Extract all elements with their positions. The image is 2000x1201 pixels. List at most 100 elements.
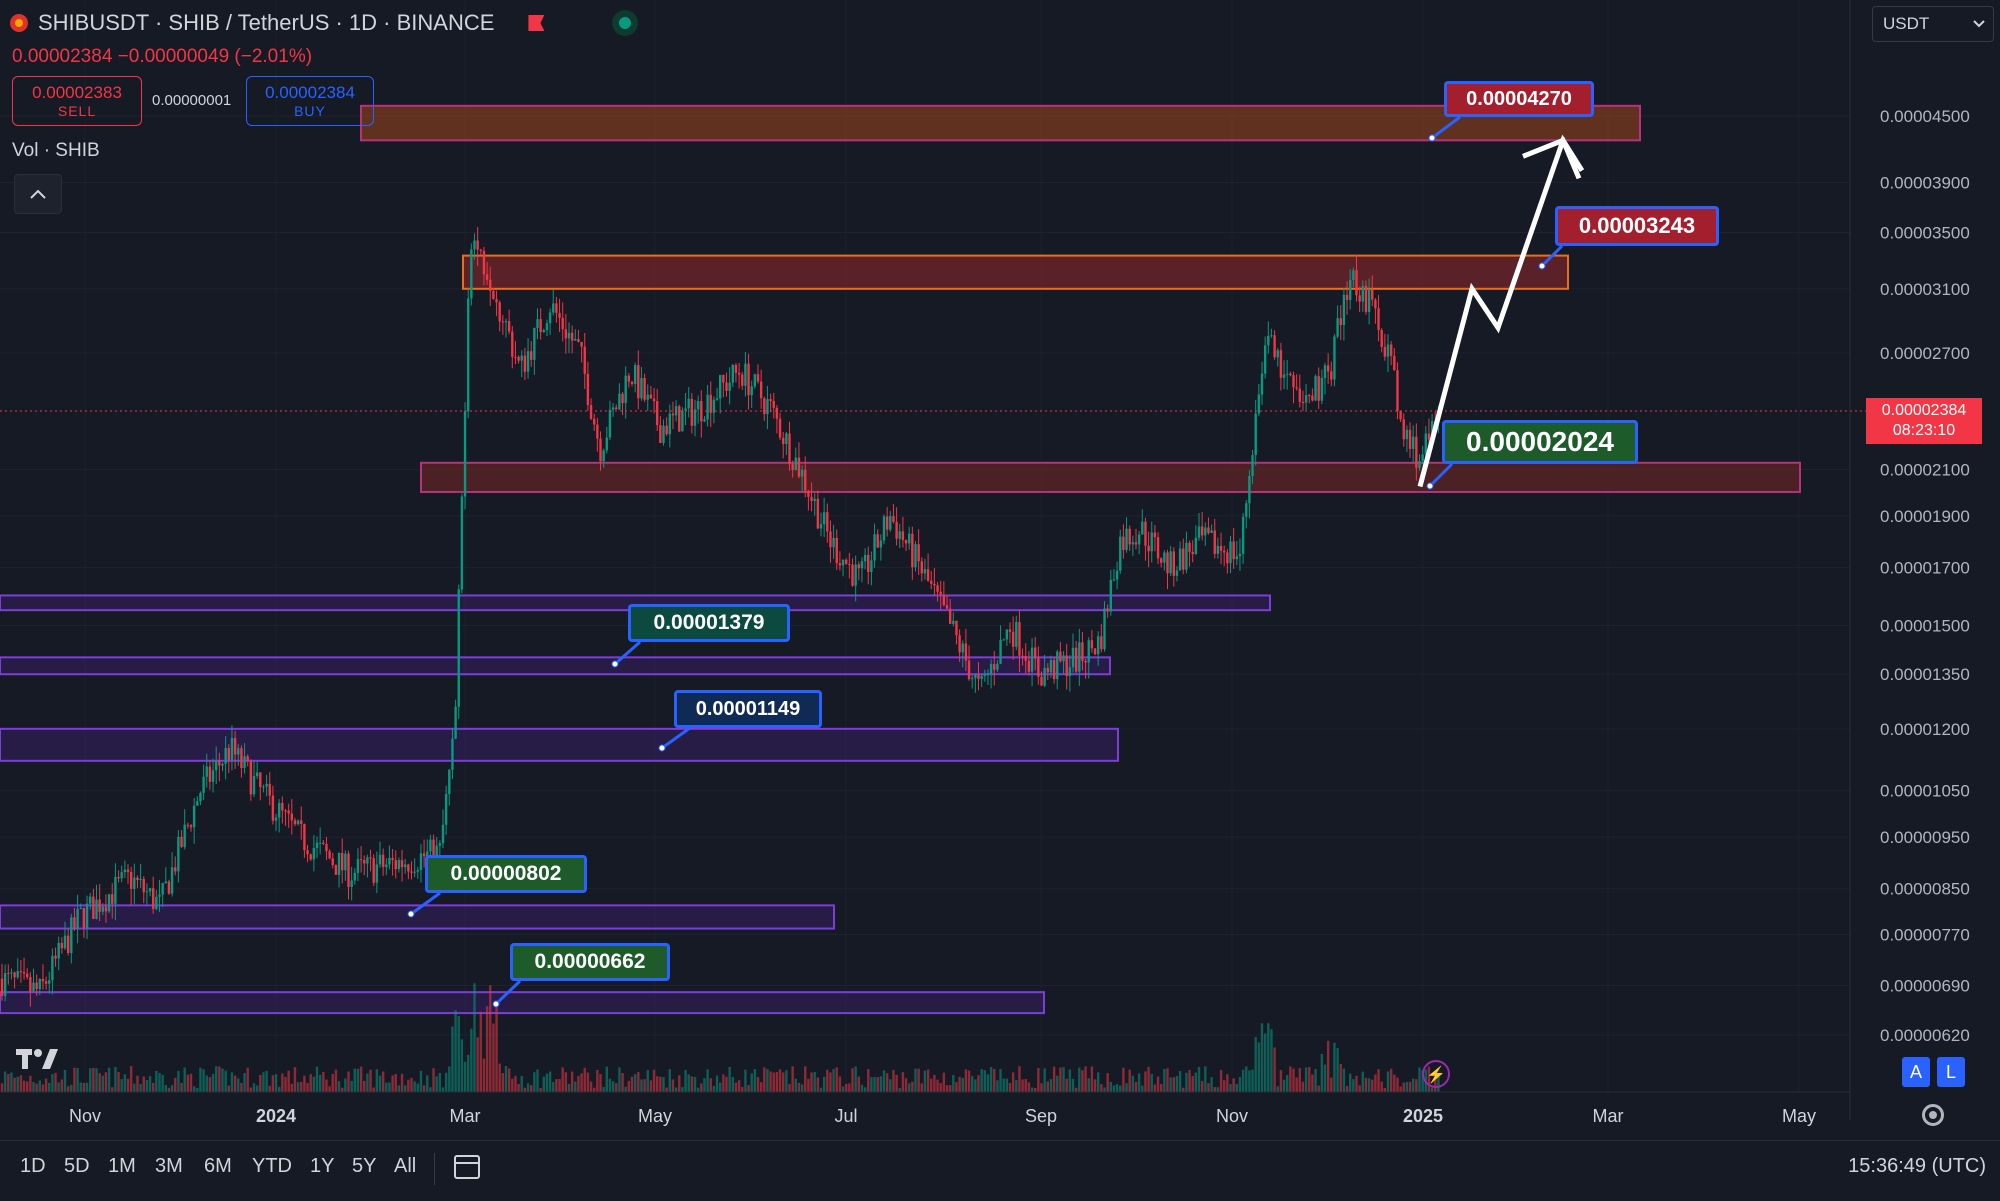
volume-bar — [536, 1069, 539, 1092]
candle-body — [860, 561, 864, 569]
tradingview-logo[interactable] — [16, 1046, 62, 1078]
lightning-icon[interactable]: ⚡ — [1422, 1060, 1450, 1088]
timeframe-1y[interactable]: 1Y — [310, 1155, 335, 1177]
volume-bar — [1336, 1048, 1339, 1092]
volume-bar — [192, 1086, 196, 1092]
timeframe-5y[interactable]: 5Y — [352, 1155, 377, 1177]
timeframe-6m[interactable]: 6M — [204, 1155, 232, 1177]
timeframe-1m[interactable]: 1M — [108, 1155, 136, 1177]
candle-body — [133, 877, 136, 889]
candle-body — [255, 772, 259, 777]
price-tick-label: 0.00003100 — [1880, 280, 1970, 299]
candle-body — [725, 382, 728, 391]
support-label-main[interactable]: 0.00002024 — [1442, 420, 1638, 464]
candle-body — [766, 399, 769, 415]
price-axis[interactable]: 0.00004500 0.00003900 0.00003500 0.00003100… — [1880, 107, 1970, 1045]
candle-body — [873, 534, 876, 561]
timeframe-all[interactable]: All — [394, 1155, 417, 1177]
volume-bar — [1355, 1075, 1358, 1092]
volume-bar — [60, 1079, 64, 1092]
time-tick-label: Nov — [69, 1106, 101, 1126]
candle-body — [1185, 542, 1188, 570]
support-label-1379[interactable]: 0.00001379 — [628, 604, 790, 642]
volume-bar — [1160, 1083, 1163, 1092]
support-label-802[interactable]: 0.00000802 — [425, 855, 587, 893]
volume-bar — [570, 1071, 574, 1092]
support-label-662[interactable]: 0.00000662 — [510, 943, 670, 981]
candle-body — [548, 312, 552, 324]
flag-icon[interactable] — [528, 15, 545, 31]
symbol-title[interactable]: SHIBUSDT · SHIB / TetherUS · 1D · BINANC… — [38, 10, 495, 35]
volume-bar — [1040, 1083, 1043, 1092]
volume-bar — [284, 1076, 287, 1092]
candle-body — [1399, 411, 1402, 420]
leader-line — [494, 979, 522, 1006]
candle-body — [1371, 289, 1374, 300]
candle-body — [876, 534, 879, 548]
timeframe-ytd[interactable]: YTD — [252, 1155, 292, 1177]
support-label-1149[interactable]: 0.00001149 — [674, 690, 822, 728]
volume-bar — [948, 1085, 952, 1092]
auto-scale-button[interactable]: A — [1902, 1057, 1930, 1087]
candle-body — [596, 424, 599, 439]
candle-body — [13, 972, 16, 978]
candle-body — [1216, 545, 1220, 554]
buy-button[interactable]: 0.00002384 BUY — [246, 76, 374, 126]
volume-bar — [1103, 1087, 1106, 1092]
candle-body — [1194, 537, 1198, 555]
symbol-header[interactable]: SHIBUSDT · SHIB / TetherUS · 1D · BINANC… — [10, 10, 639, 36]
candle-body — [819, 524, 823, 529]
candle-body — [1027, 660, 1031, 672]
volume-bar — [630, 1076, 634, 1092]
price-tick-label: 0.00001350 — [1880, 665, 1970, 684]
volume-bar — [1090, 1066, 1094, 1092]
candle-body — [933, 583, 936, 586]
currency-select[interactable]: USDT — [1872, 6, 1994, 42]
volume-bar — [668, 1069, 671, 1092]
volume-bar — [703, 1078, 706, 1092]
log-scale-button[interactable]: L — [1937, 1057, 1965, 1087]
volume-bar — [608, 1078, 612, 1092]
volume-bar — [741, 1086, 744, 1092]
volume-bar — [211, 1074, 215, 1092]
volume-bar — [983, 1070, 986, 1092]
volume-bar — [22, 1080, 26, 1092]
candle-body — [668, 413, 671, 435]
candle-body — [114, 877, 117, 904]
calendar-icon[interactable] — [454, 1155, 480, 1179]
candle-body — [1358, 295, 1361, 302]
volume-bar — [1216, 1087, 1220, 1092]
leader-line — [410, 891, 441, 916]
volume-bar — [363, 1080, 366, 1092]
target-label-high[interactable]: 0.00004270 — [1444, 81, 1594, 117]
timeframe-5d[interactable]: 5D — [64, 1155, 90, 1177]
candle-body — [1333, 336, 1336, 380]
volume-bar — [1226, 1074, 1229, 1092]
settings-icon[interactable] — [1922, 1104, 1944, 1126]
sell-button[interactable]: 0.00002383 SELL — [12, 76, 142, 126]
candle-body — [1191, 551, 1194, 555]
volume-bar — [1024, 1078, 1027, 1092]
timeframe-1d[interactable]: 1D — [20, 1155, 46, 1177]
volume-bar — [432, 1068, 435, 1092]
volume-bar — [778, 1069, 782, 1092]
candle-body — [1330, 371, 1333, 380]
timeframe-3m[interactable]: 3M — [155, 1155, 183, 1177]
time-axis[interactable]: Nov 2024 Mar May Jul Sep Nov 2025 Mar May — [69, 1106, 1816, 1126]
candle-body — [429, 839, 432, 852]
volume-bar — [1043, 1068, 1046, 1092]
candle-body — [772, 401, 775, 408]
volume-bar — [460, 1039, 464, 1092]
candle-body — [580, 341, 583, 347]
volume-bar — [318, 1074, 322, 1092]
candle-body — [1317, 376, 1320, 401]
candle-body — [797, 457, 801, 477]
collapse-legend-button[interactable] — [14, 174, 62, 214]
volume-legend[interactable]: Vol · SHIB — [12, 140, 100, 161]
target-label-mid[interactable]: 0.00003243 — [1555, 206, 1719, 246]
utc-clock[interactable]: 15:36:49 (UTC) — [1848, 1155, 1986, 1177]
support-resistance-zones — [0, 104, 1801, 1015]
candle-body — [1286, 373, 1289, 375]
market-status-icon[interactable] — [612, 10, 639, 36]
